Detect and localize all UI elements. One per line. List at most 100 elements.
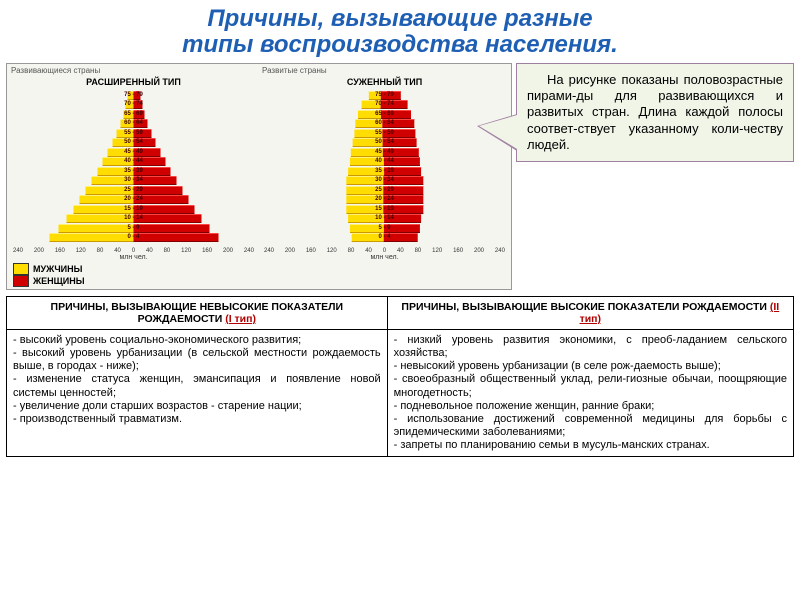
chart-developing: Развивающиеся страны РАСШИРЕННЫЙ ТИП 75 …	[9, 66, 258, 261]
bar-female	[381, 91, 401, 100]
pyramid-row	[346, 176, 423, 185]
pyramid-row	[350, 148, 418, 157]
bar-female	[133, 233, 218, 242]
th-right: ПРИЧИНЫ, ВЫЗЫВАЮЩИЕ ВЫСОКИЕ ПОКАЗАТЕЛИ Р…	[387, 296, 793, 329]
bar-male	[361, 100, 381, 109]
pyramid-row	[58, 224, 209, 233]
x-tick: 240	[244, 248, 254, 254]
bar-male	[358, 110, 381, 119]
th-left-link: (I тип)	[225, 313, 256, 325]
x-tick: 240	[13, 248, 23, 254]
bar-male	[352, 138, 383, 147]
x-label-right: млн чел.	[260, 254, 509, 261]
x-axis-right: 240200160120804004080120160200240	[260, 246, 509, 254]
bar-female	[133, 176, 176, 185]
chart-type-left: РАСШИРЕННЫЙ ТИП	[9, 77, 258, 87]
pyramid-row	[349, 157, 419, 166]
td-left: - высокий уровень социально-экономическо…	[7, 329, 388, 457]
x-tick: 80	[164, 248, 171, 254]
callout-box: На рисунке показаны половозрастные пирам…	[516, 63, 794, 162]
bar-female	[384, 233, 418, 242]
pyramid-row	[49, 233, 218, 242]
pyramid-row	[346, 195, 423, 204]
bar-male	[107, 148, 133, 157]
x-tick: 200	[223, 248, 233, 254]
pyramid-row	[348, 214, 422, 223]
bar-male	[346, 195, 384, 204]
bar-female	[133, 91, 140, 100]
th-left: ПРИЧИНЫ, ВЫЗЫВАЮЩИЕ НЕВЫСОКИЕ ПОКАЗАТЕЛИ…	[7, 296, 388, 329]
bar-female	[383, 129, 415, 138]
pyramid-developing: 75 - 7970 - 7465 - 6960 - 6455 - 5950 - …	[9, 91, 258, 246]
bar-male	[349, 224, 383, 233]
bar-female	[383, 148, 419, 157]
bar-female	[381, 110, 412, 119]
chart-header-left: Развивающиеся страны	[9, 66, 258, 75]
bar-male	[346, 205, 384, 214]
bar-female	[383, 138, 417, 147]
pyramid-row	[351, 233, 418, 242]
bar-male	[120, 119, 133, 128]
bar-female	[382, 119, 414, 128]
bar-female	[133, 100, 142, 109]
x-tick: 160	[202, 248, 212, 254]
x-tick: 160	[55, 248, 65, 254]
bar-male	[355, 119, 382, 128]
x-tick: 240	[264, 248, 274, 254]
bar-female	[384, 205, 424, 214]
x-tick: 160	[453, 248, 463, 254]
bar-female	[133, 119, 147, 128]
pyramid-row	[85, 186, 182, 195]
bar-female	[133, 129, 151, 138]
x-tick: 40	[365, 248, 372, 254]
x-tick: 120	[76, 248, 86, 254]
callout-panel: На рисунке показаны половозрастные пирам…	[516, 63, 794, 290]
bar-female	[133, 214, 201, 223]
pyramid-row	[97, 167, 170, 176]
x-tick: 200	[34, 248, 44, 254]
pyramid-row	[354, 129, 415, 138]
pyramid-row	[349, 224, 419, 233]
pyramid-row	[112, 138, 155, 147]
bar-male	[102, 157, 133, 166]
bar-male	[97, 167, 133, 176]
bar-male	[73, 205, 133, 214]
bar-female	[133, 205, 194, 214]
bar-female	[133, 186, 182, 195]
legend-female: ЖЕНЩИНЫ	[13, 275, 509, 287]
bar-female	[133, 167, 170, 176]
pyramid-developed: 75 - 7970 - 7465 - 6960 - 6455 - 5950 - …	[260, 91, 509, 246]
bar-male	[349, 157, 383, 166]
x-tick: 0	[383, 248, 386, 254]
pyramid-row	[368, 91, 400, 100]
x-tick: 40	[146, 248, 153, 254]
x-tick: 120	[181, 248, 191, 254]
bar-female	[384, 224, 420, 233]
pyramid-row	[120, 119, 147, 128]
bar-male	[351, 233, 383, 242]
th-left-text: ПРИЧИНЫ, ВЫЗЫВАЮЩИЕ НЕВЫСОКИЕ ПОКАЗАТЕЛИ…	[51, 301, 344, 325]
bar-female	[384, 186, 424, 195]
pyramid-row	[361, 100, 408, 109]
pyramid-row	[91, 176, 176, 185]
bar-female	[384, 195, 424, 204]
pyramid-row	[79, 195, 188, 204]
title-line2: типы воспроизводства населения.	[6, 32, 794, 58]
callout-text: На рисунке показаны половозрастные пирам…	[527, 72, 783, 152]
bar-female	[384, 167, 422, 176]
swatch-female	[13, 275, 29, 287]
pyramid-row	[73, 205, 194, 214]
legend-male-label: МУЖЧИНЫ	[33, 264, 82, 274]
x-tick: 80	[97, 248, 104, 254]
bar-female	[384, 176, 424, 185]
chart-panel: Развивающиеся страны РАСШИРЕННЫЙ ТИП 75 …	[6, 63, 512, 290]
x-tick: 40	[114, 248, 121, 254]
bar-male	[368, 91, 381, 100]
bar-female	[133, 138, 155, 147]
bar-male	[49, 233, 133, 242]
bar-male	[125, 100, 133, 109]
x-tick: 80	[348, 248, 355, 254]
causes-table: ПРИЧИНЫ, ВЫЗЫВАЮЩИЕ НЕВЫСОКИЕ ПОКАЗАТЕЛИ…	[6, 296, 794, 458]
bar-female	[381, 100, 408, 109]
bar-female	[133, 195, 188, 204]
